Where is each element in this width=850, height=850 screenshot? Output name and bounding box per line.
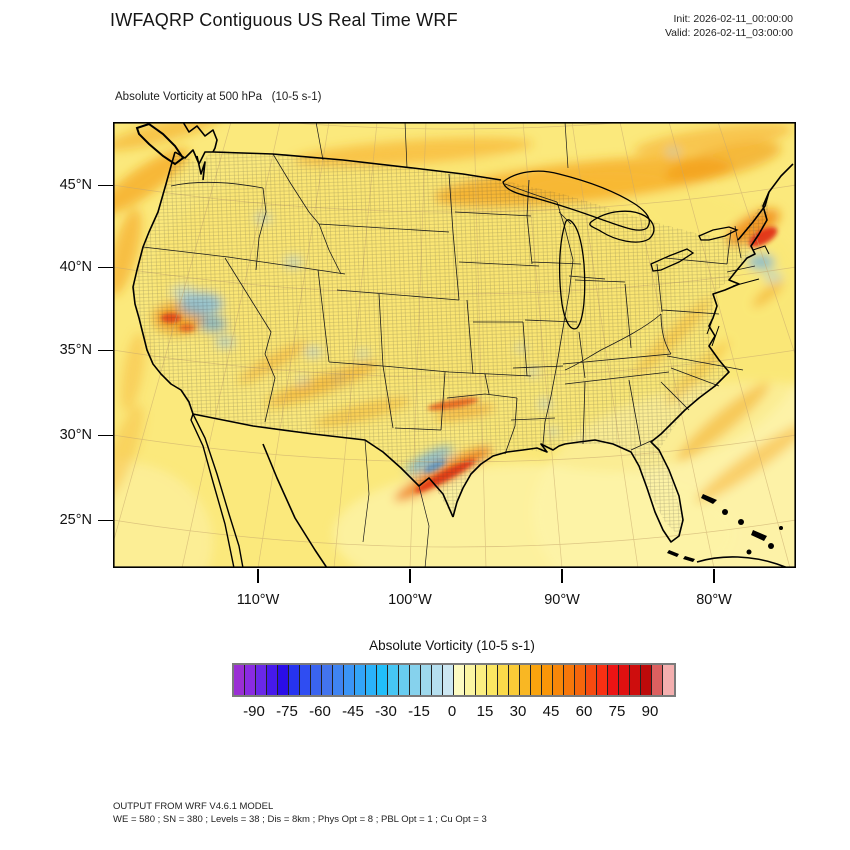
colorbar-tick-label: -15 bbox=[408, 703, 430, 720]
state-borders bbox=[142, 153, 756, 455]
colorbar-cell bbox=[498, 665, 509, 695]
colorbar-cell bbox=[597, 665, 608, 695]
colorbar-tick-label: 30 bbox=[509, 703, 527, 720]
colorbar-cell bbox=[256, 665, 267, 695]
colorbar-cell bbox=[388, 665, 399, 695]
colorbar-cell bbox=[311, 665, 322, 695]
colorbar-cell bbox=[520, 665, 531, 695]
baja-california bbox=[190, 412, 244, 568]
lat-tick-mark bbox=[98, 434, 113, 436]
colorbar-cell bbox=[245, 665, 256, 695]
colorbar-cell bbox=[575, 665, 586, 695]
canada-mexico-borders bbox=[315, 122, 569, 568]
footer-config-line: WE = 580 ; SN = 380 ; Levels = 38 ; Dis … bbox=[113, 814, 487, 825]
colorbar-cell bbox=[630, 665, 641, 695]
colorbar-cell bbox=[421, 665, 432, 695]
lon-tick-mark bbox=[409, 569, 411, 583]
lat-tick-label: 30°N bbox=[59, 427, 92, 443]
colorbar-cell bbox=[586, 665, 597, 695]
colorbar-cell bbox=[377, 665, 388, 695]
colorbar-cell bbox=[641, 665, 652, 695]
vancouver-island bbox=[135, 122, 185, 166]
lon-tick-label: 80°W bbox=[696, 592, 732, 608]
colorbar-cell bbox=[487, 665, 498, 695]
east-coast-details bbox=[706, 245, 770, 347]
colorbar-cell bbox=[234, 665, 245, 695]
colorbar-cell bbox=[542, 665, 553, 695]
colorbar-cell bbox=[509, 665, 520, 695]
colorbar-cell bbox=[619, 665, 630, 695]
colorbar-tick-label: -75 bbox=[276, 703, 298, 720]
colorbar-tick-label: 90 bbox=[641, 703, 659, 720]
valid-time: Valid: 2026-02-11_03:00:00 bbox=[664, 26, 793, 39]
colorbar-cell bbox=[476, 665, 487, 695]
colorbar-cell bbox=[564, 665, 575, 695]
colorbar-cell bbox=[443, 665, 454, 695]
colorbar-tick-label: 0 bbox=[447, 703, 457, 720]
lat-tick-label: 25°N bbox=[59, 512, 92, 528]
colorbar-cell bbox=[289, 665, 300, 695]
lat-tick-mark bbox=[98, 349, 113, 351]
colorbar-cell bbox=[553, 665, 564, 695]
coastlines bbox=[132, 122, 794, 568]
colorbar-cell bbox=[531, 665, 542, 695]
colorbar-cell bbox=[333, 665, 344, 695]
colorbar-tick-label: 15 bbox=[476, 703, 494, 720]
bahamas-keys-islands bbox=[667, 494, 783, 562]
colorbar-tick-label: -90 bbox=[243, 703, 265, 720]
colorbar-cell bbox=[344, 665, 355, 695]
colorbar-cell bbox=[410, 665, 421, 695]
field-subtitle: Absolute Vorticity at 500 hPa (10-5 s-1) bbox=[115, 91, 322, 103]
init-valid-block: Init: 2026-02-11_00:00:00 Valid: 2026-02… bbox=[665, 13, 793, 40]
footer-model-line: OUTPUT FROM WRF V4.6.1 MODEL bbox=[113, 801, 274, 812]
colorbar-cell bbox=[652, 665, 663, 695]
lat-tick-mark bbox=[98, 519, 113, 521]
colorbar-tick-label: 45 bbox=[542, 703, 560, 720]
colorbar-cell bbox=[465, 665, 476, 695]
colorbar-cell bbox=[399, 665, 410, 695]
colorbar-cell bbox=[267, 665, 278, 695]
colorbar-tick-label: -30 bbox=[375, 703, 397, 720]
lon-tick-label: 110°W bbox=[236, 592, 280, 608]
lat-tick-label: 40°N bbox=[59, 259, 92, 275]
lon-tick-mark bbox=[561, 569, 563, 583]
init-time: Init: 2026-02-11_00:00:00 bbox=[673, 13, 793, 25]
colorbar-tick-label: -60 bbox=[309, 703, 331, 720]
colorbar-tick-label: -45 bbox=[342, 703, 364, 720]
lat-tick-label: 45°N bbox=[59, 177, 92, 193]
colorbar-cell bbox=[300, 665, 311, 695]
colorbar-cell bbox=[663, 665, 674, 695]
colorbar-cell bbox=[355, 665, 366, 695]
colorbar-tick-label: 60 bbox=[575, 703, 593, 720]
lon-tick-label: 90°W bbox=[544, 592, 580, 608]
colorbar-cell bbox=[608, 665, 619, 695]
colorbar-cell bbox=[278, 665, 289, 695]
lat-tick-mark bbox=[98, 266, 113, 268]
plot-title: IWFAQRP Contiguous US Real Time WRF bbox=[110, 10, 458, 30]
colorbar-cell bbox=[322, 665, 333, 695]
great-lakes bbox=[502, 170, 739, 330]
colorbar-cell bbox=[366, 665, 377, 695]
lat-tick-mark bbox=[98, 184, 113, 186]
colorbar-title: Absolute Vorticity (10-5 s-1) bbox=[369, 638, 535, 653]
lon-tick-label: 100°W bbox=[388, 592, 432, 608]
map-frame-border bbox=[113, 122, 796, 568]
vorticity-map bbox=[113, 122, 796, 568]
map-canvas bbox=[113, 122, 796, 568]
lon-tick-mark bbox=[257, 569, 259, 583]
colorbar-tick-label: 75 bbox=[608, 703, 626, 720]
lat-tick-label: 35°N bbox=[59, 342, 92, 358]
lon-tick-mark bbox=[713, 569, 715, 583]
colorbar-cell bbox=[454, 665, 465, 695]
colorbar bbox=[232, 663, 676, 697]
colorbar-cell bbox=[432, 665, 443, 695]
